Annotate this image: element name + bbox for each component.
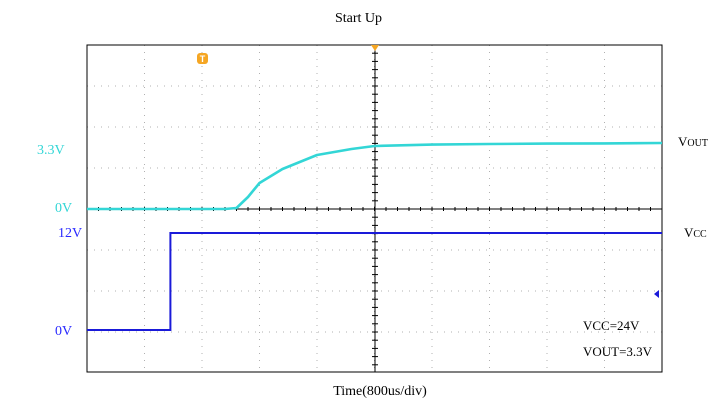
trigger-position-marker bbox=[371, 45, 379, 51]
condition-vcc: VCC=24V bbox=[583, 318, 640, 333]
vcc-trace-name: VCC bbox=[684, 225, 707, 240]
vcc-high-label: 12V bbox=[58, 226, 83, 241]
vcc-low-label: 0V bbox=[55, 324, 73, 339]
vout-low-label: 0V bbox=[55, 201, 73, 216]
vout-trace bbox=[87, 141, 663, 211]
x-axis-label: Time(800us/div) bbox=[333, 384, 427, 399]
svg-text:T: T bbox=[200, 54, 206, 64]
vout-high-label: 3.3V bbox=[37, 143, 65, 158]
level-marker-arrow bbox=[654, 290, 659, 298]
condition-vout: VOUT=3.3V bbox=[583, 344, 653, 359]
trigger-marker: T bbox=[197, 53, 208, 64]
chart-title: Start Up bbox=[334, 11, 383, 26]
vout-trace-name: VOUT bbox=[678, 134, 708, 149]
axis-ticks bbox=[86, 44, 663, 366]
vcc-trace bbox=[87, 232, 662, 331]
